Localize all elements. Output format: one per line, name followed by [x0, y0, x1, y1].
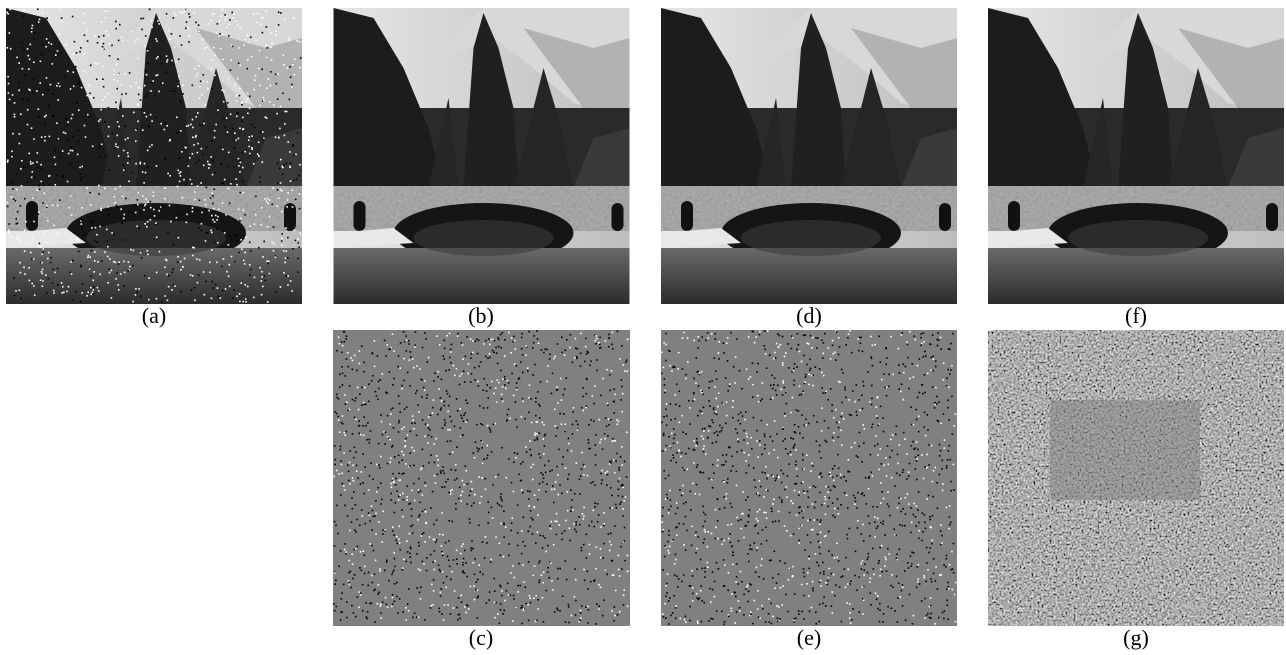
panel-a: [6, 8, 302, 304]
panel-b: [334, 8, 630, 304]
panel-f: [988, 8, 1284, 304]
caption: (g): [1123, 625, 1149, 650]
caption: (f): [1125, 303, 1147, 328]
caption: (d): [796, 303, 822, 328]
caption: (a): [142, 303, 166, 328]
panel-d: [661, 8, 957, 304]
caption: (c): [469, 625, 493, 650]
page: (a) (b) (c) (d) (e) (f) (g) (() => { con…: [0, 0, 1286, 655]
figure: (a) (b) (c) (d) (e) (f) (g): [0, 0, 1286, 655]
panel-g: [988, 330, 1284, 626]
caption: (e): [797, 625, 821, 650]
caption: (b): [468, 303, 494, 328]
panel-e: [661, 330, 957, 626]
panel-c: [333, 330, 630, 626]
